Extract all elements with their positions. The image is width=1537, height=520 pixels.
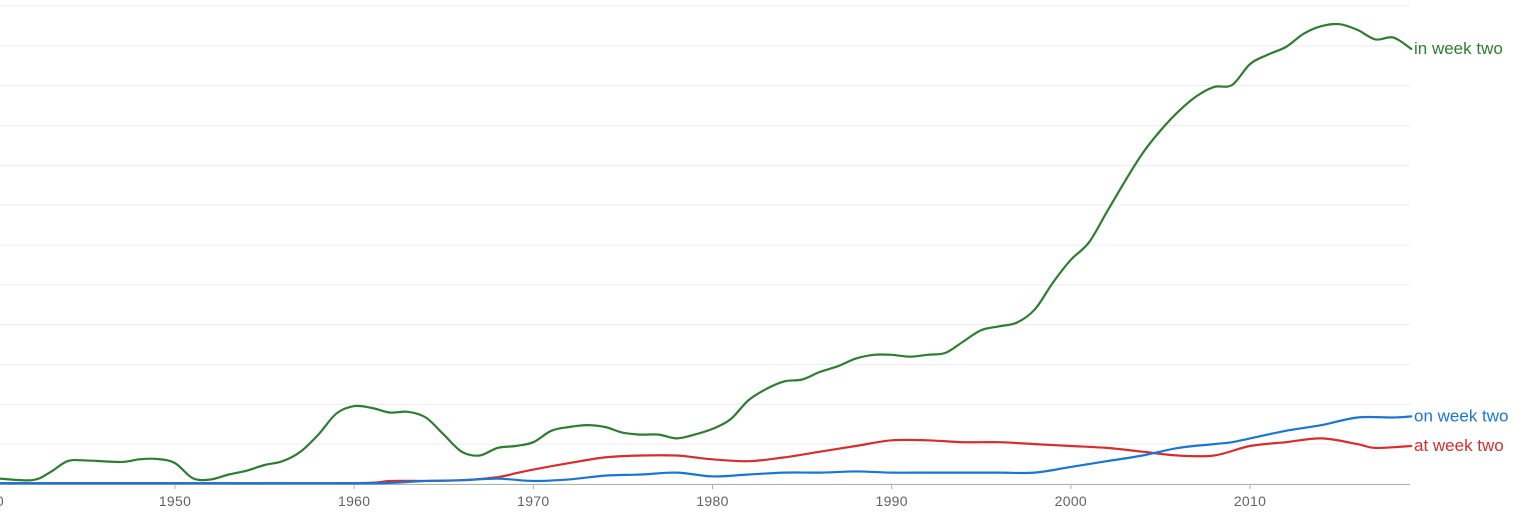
series-label-at-week-two: at week two bbox=[1414, 436, 1504, 455]
x-tick-label: 2000 bbox=[1055, 493, 1087, 509]
x-tick-label: 2010 bbox=[1234, 493, 1266, 509]
x-tick-label: 1960 bbox=[338, 493, 370, 509]
series-label-on-week-two: on week two bbox=[1414, 406, 1509, 425]
x-tick-label: 1990 bbox=[875, 493, 907, 509]
series-line-in-week-two[interactable] bbox=[0, 22, 1413, 482]
x-tick-label: 1950 bbox=[159, 493, 191, 509]
series-labels: in week two on week two at week two bbox=[1414, 39, 1509, 455]
chart-gridlines bbox=[0, 5, 1410, 485]
x-axis-ticks: 1950 1960 1970 1980 1990 2000 2010 bbox=[159, 484, 1266, 509]
series-lines bbox=[0, 22, 1413, 485]
series-line-on-week-two[interactable] bbox=[0, 415, 1413, 485]
series-label-in-week-two: in week two bbox=[1414, 39, 1503, 58]
x-tick-label: 1970 bbox=[517, 493, 549, 509]
x-tick-label: 1980 bbox=[696, 493, 728, 509]
x-tick-label-partial: 40 bbox=[0, 493, 4, 509]
